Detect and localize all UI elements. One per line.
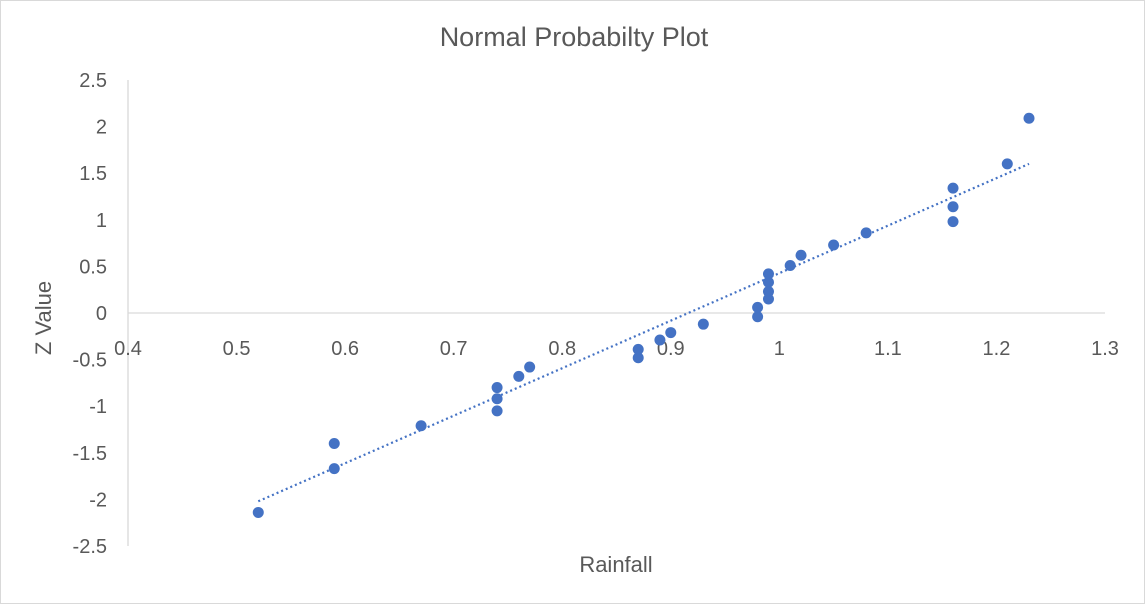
y-tick-label: -1 (89, 396, 107, 418)
data-point (1023, 112, 1035, 124)
data-point (762, 276, 774, 288)
x-tick-label: 0.8 (548, 338, 576, 360)
data-point (762, 268, 774, 280)
x-tick-label: 1.1 (874, 338, 902, 360)
chart-title: Normal Probabilty Plot (440, 22, 709, 52)
y-tick-label: 2.5 (79, 70, 107, 92)
data-point (665, 327, 677, 339)
data-point (415, 420, 427, 432)
data-point (491, 393, 503, 405)
data-point (632, 352, 644, 364)
y-tick-label: 1.5 (79, 163, 107, 185)
y-tick-label: 2 (96, 117, 107, 139)
y-tick-label: -2 (89, 489, 107, 511)
data-point (1001, 158, 1013, 170)
x-tick-label: 1.2 (983, 338, 1011, 360)
data-point (752, 301, 764, 313)
y-tick-label: -0.5 (73, 350, 107, 372)
y-tick-label: -2.5 (73, 536, 107, 558)
x-tick-labels: 0.4 0.5 0.6 0.7 0.8 0.9 1 1.1 1.2 1.3 (114, 338, 1119, 360)
x-tick-label: 1 (774, 338, 785, 360)
data-point (252, 506, 264, 518)
y-tick-label: 1 (96, 210, 107, 232)
x-tick-label: 0.4 (114, 338, 142, 360)
x-tick-label: 1.3 (1091, 338, 1119, 360)
data-point (524, 361, 536, 373)
x-tick-label: 0.5 (223, 338, 251, 360)
data-point (752, 311, 764, 323)
y-tick-label: -1.5 (73, 443, 107, 465)
data-points (252, 112, 1035, 518)
y-tick-label: 0 (96, 303, 107, 325)
data-point (491, 405, 503, 417)
data-point (654, 334, 666, 346)
data-point (828, 239, 840, 251)
data-point (947, 216, 959, 228)
linear-trendline (257, 162, 1030, 503)
data-point (632, 343, 644, 355)
data-point (947, 201, 959, 213)
data-point (795, 249, 807, 261)
y-axis-title: Z Value (31, 281, 56, 355)
data-point (860, 227, 872, 239)
x-axis-title: Rainfall (579, 552, 652, 577)
data-point (328, 463, 340, 475)
data-point (328, 437, 340, 449)
data-point (762, 286, 774, 298)
y-tick-labels: 2.5 2 1.5 1 0.5 0 -0.5 -1 -1.5 -2 -2.5 (73, 70, 107, 558)
data-point (784, 259, 796, 271)
x-tick-label: 0.6 (331, 338, 359, 360)
data-point (947, 182, 959, 194)
data-point (697, 318, 709, 330)
y-tick-label: 0.5 (79, 256, 107, 278)
x-tick-label: 0.7 (440, 338, 468, 360)
data-point (491, 382, 503, 394)
data-point (513, 370, 525, 382)
